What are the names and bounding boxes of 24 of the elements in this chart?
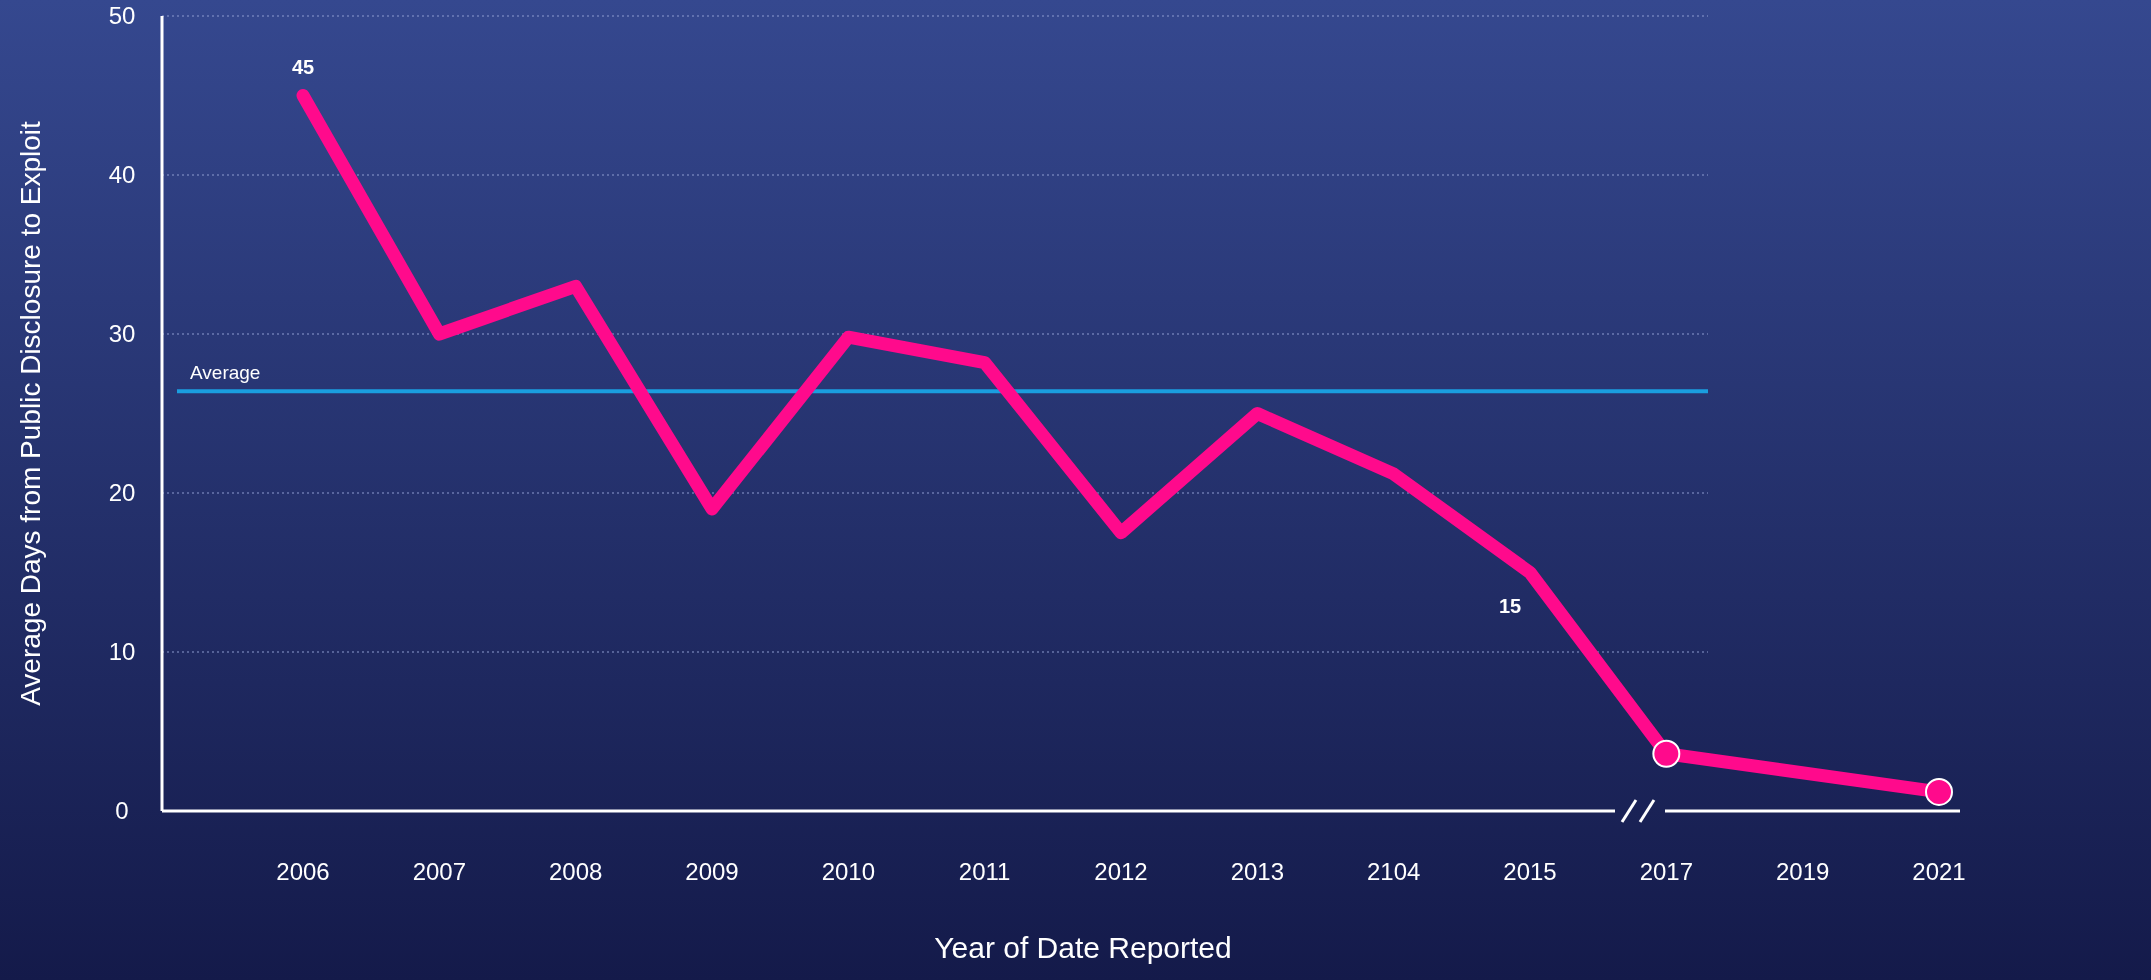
y-tick-label: 30 — [108, 320, 136, 347]
data-label: 45 — [291, 55, 315, 78]
y-tick-label: 50 — [108, 2, 136, 29]
x-tick-label: 2010 — [821, 858, 876, 885]
y-tick-label: 0 — [115, 797, 129, 824]
ref-line-label: Average — [190, 362, 261, 384]
x-tick-label: 2009 — [685, 858, 739, 885]
x-tick-label: 2008 — [548, 858, 603, 885]
x-tick-label: 2007 — [412, 858, 467, 885]
y-axis-title: Average Days from Public Disclosure to Exploit — [15, 120, 46, 706]
x-tick-label: 2104 — [1366, 858, 1421, 885]
x-tick-label: 2017 — [1639, 858, 1694, 885]
x-tick-label: 2015 — [1503, 858, 1557, 885]
y-tick-label: 20 — [108, 479, 136, 506]
x-tick-label: 2013 — [1230, 858, 1285, 885]
data-label: 15 — [1498, 594, 1522, 617]
x-tick-label: 2019 — [1775, 858, 1830, 885]
x-tick-label: 2011 — [958, 858, 1011, 885]
y-tick-label: 10 — [108, 638, 136, 665]
x-tick-label: 2021 — [1912, 858, 1966, 885]
y-tick-label: 40 — [108, 161, 136, 188]
x-axis-title: Year of Date Reported — [934, 931, 1232, 964]
x-tick-label: 2012 — [1094, 858, 1148, 885]
x-tick-label: 2006 — [276, 858, 330, 885]
